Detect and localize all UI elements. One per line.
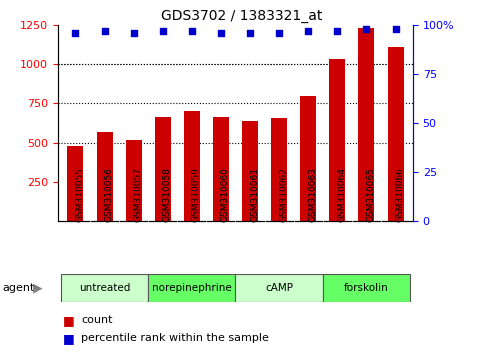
Text: norepinephrine: norepinephrine <box>152 283 232 293</box>
Text: percentile rank within the sample: percentile rank within the sample <box>81 333 269 343</box>
Text: ■: ■ <box>63 332 74 344</box>
Bar <box>242 121 258 221</box>
Text: agent: agent <box>2 283 35 293</box>
Text: GSM310062: GSM310062 <box>279 167 288 222</box>
Point <box>130 30 138 35</box>
Point <box>246 30 254 35</box>
Point <box>188 28 196 34</box>
Bar <box>155 117 170 221</box>
Bar <box>271 118 287 221</box>
Text: cAMP: cAMP <box>265 283 293 293</box>
Text: GSM310058: GSM310058 <box>163 167 172 222</box>
Bar <box>213 117 229 221</box>
Point <box>217 30 225 35</box>
Text: GDS3702 / 1383321_at: GDS3702 / 1383321_at <box>161 9 322 23</box>
Text: GSM310055: GSM310055 <box>75 167 85 222</box>
Text: GSM310060: GSM310060 <box>221 167 230 222</box>
Bar <box>148 274 236 302</box>
Bar <box>323 274 410 302</box>
Text: GSM310059: GSM310059 <box>192 167 201 222</box>
Point <box>159 28 167 34</box>
Text: GSM310057: GSM310057 <box>134 167 142 222</box>
Text: ▶: ▶ <box>33 281 43 295</box>
Text: GSM310061: GSM310061 <box>250 167 259 222</box>
Bar <box>358 28 374 221</box>
Point <box>100 28 108 34</box>
Point <box>392 26 399 32</box>
Bar <box>387 47 403 221</box>
Bar <box>329 59 345 221</box>
Text: untreated: untreated <box>79 283 130 293</box>
Point <box>363 26 370 32</box>
Point <box>304 28 312 34</box>
Text: GSM310064: GSM310064 <box>337 167 346 222</box>
Text: forskolin: forskolin <box>344 283 389 293</box>
Bar <box>300 96 316 221</box>
Text: GSM310066: GSM310066 <box>396 167 404 222</box>
Text: GSM310065: GSM310065 <box>367 167 375 222</box>
Point <box>275 30 283 35</box>
Bar <box>236 274 323 302</box>
Text: GSM310063: GSM310063 <box>308 167 317 222</box>
Bar <box>68 146 84 221</box>
Text: ■: ■ <box>63 314 74 327</box>
Text: GSM310056: GSM310056 <box>104 167 114 222</box>
Bar <box>184 111 200 221</box>
Point <box>71 30 79 35</box>
Bar <box>126 139 142 221</box>
Text: count: count <box>81 315 113 325</box>
Bar <box>97 132 113 221</box>
Bar <box>61 274 148 302</box>
Point <box>333 28 341 34</box>
